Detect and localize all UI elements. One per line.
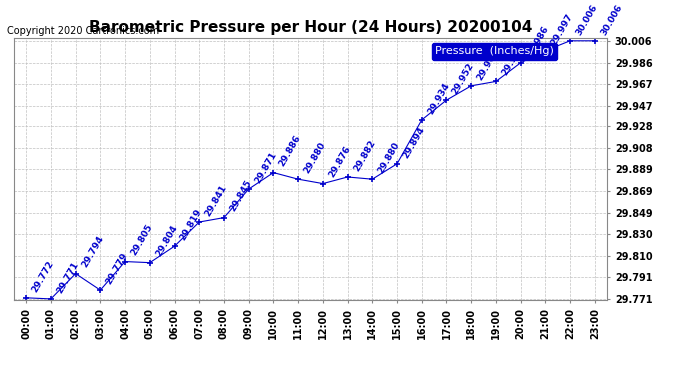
Text: 29.819: 29.819 bbox=[179, 207, 204, 242]
Text: 29.804: 29.804 bbox=[154, 224, 179, 258]
Text: 29.845: 29.845 bbox=[228, 179, 253, 213]
Text: 29.871: 29.871 bbox=[253, 150, 278, 185]
Text: 29.880: 29.880 bbox=[302, 141, 328, 175]
Text: 29.952: 29.952 bbox=[451, 61, 476, 96]
Text: 29.886: 29.886 bbox=[277, 134, 303, 168]
Text: 29.771: 29.771 bbox=[55, 260, 80, 295]
Text: 29.969: 29.969 bbox=[500, 42, 525, 77]
Text: 30.006: 30.006 bbox=[599, 3, 624, 37]
Text: 29.882: 29.882 bbox=[352, 138, 377, 173]
Text: 29.805: 29.805 bbox=[129, 223, 155, 257]
Text: 29.841: 29.841 bbox=[204, 183, 228, 218]
Text: 29.876: 29.876 bbox=[327, 145, 353, 179]
Text: 29.894: 29.894 bbox=[401, 125, 426, 160]
Text: Copyright 2020 Cartronics.com: Copyright 2020 Cartronics.com bbox=[7, 26, 159, 36]
Text: 30.006: 30.006 bbox=[574, 3, 599, 37]
Text: 29.965: 29.965 bbox=[475, 47, 501, 82]
Text: 29.986: 29.986 bbox=[525, 24, 550, 58]
Text: 29.772: 29.772 bbox=[30, 259, 56, 294]
Text: 29.880: 29.880 bbox=[377, 141, 402, 175]
Text: 29.997: 29.997 bbox=[549, 12, 575, 46]
Legend: Pressure  (Inches/Hg): Pressure (Inches/Hg) bbox=[432, 43, 558, 60]
Title: Barometric Pressure per Hour (24 Hours) 20200104: Barometric Pressure per Hour (24 Hours) … bbox=[89, 20, 532, 35]
Text: 29.779: 29.779 bbox=[104, 251, 130, 286]
Text: 29.794: 29.794 bbox=[80, 234, 105, 270]
Text: 29.934: 29.934 bbox=[426, 81, 451, 116]
